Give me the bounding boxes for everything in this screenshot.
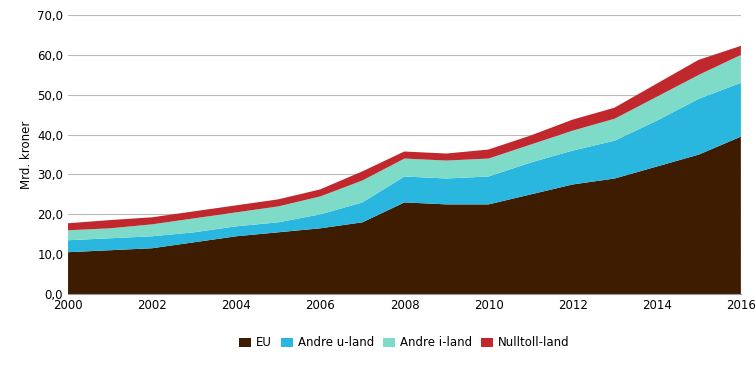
Legend: EU, Andre u-land, Andre i-land, Nulltoll-land: EU, Andre u-land, Andre i-land, Nulltoll… [240,336,569,349]
Y-axis label: Mrd. kroner: Mrd. kroner [20,120,33,189]
